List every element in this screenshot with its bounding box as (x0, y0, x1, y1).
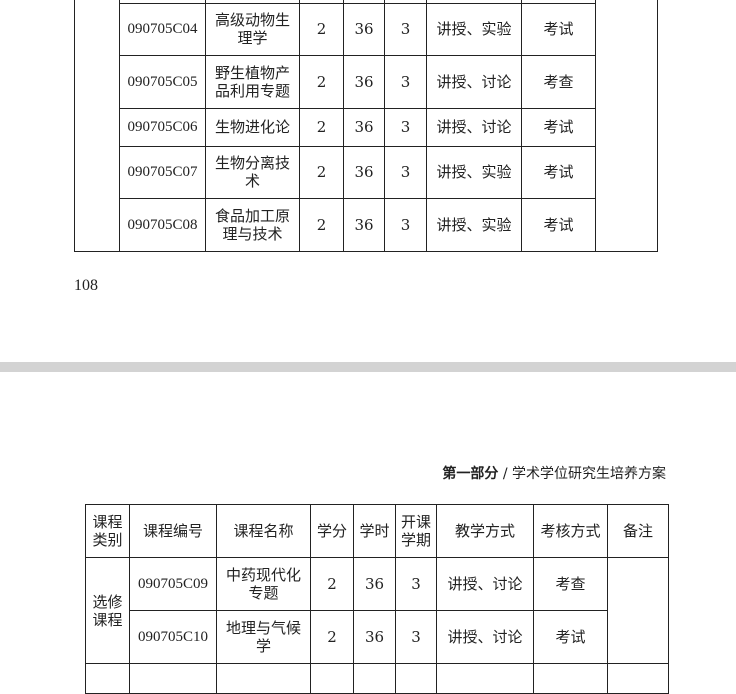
table-row: 选修课程 090705C09 中药现代化专题 2 36 3 讲授、讨论 考查 (85, 557, 669, 664)
credits: 2 (299, 54, 344, 109)
hours: 36 (343, 107, 385, 147)
course-code: 090705C09 (129, 557, 217, 611)
assessment-method: 考试 (521, 197, 596, 252)
hours: 36 (343, 145, 385, 199)
assessment-method: 考查 (533, 557, 608, 611)
course-table: 课程类别 课程编号 课程名称 学分 学时 开课学期 教学方式 考核方式 备注 选… (85, 504, 669, 694)
header-hours: 学时 (353, 504, 396, 558)
table-row: 090705C08 食品加工原理与技术 2 36 3 讲授、实验 考试 (75, 197, 658, 252)
header-teaching: 教学方式 (436, 504, 534, 558)
course-code: 090705C04 (119, 2, 206, 56)
teaching-method: 讲授、讨论 (436, 557, 534, 611)
credits: 2 (310, 557, 354, 611)
assessment-method: 考试 (521, 107, 596, 147)
teaching-method: 讲授、讨论 (426, 54, 522, 109)
assessment-method: 考试 (521, 2, 596, 56)
page-number: 108 (74, 277, 98, 294)
course-code: 090705C08 (119, 197, 206, 252)
category-cell (74, 0, 120, 252)
running-header: 第一部分 / 学术学位研究生培养方案 (442, 463, 666, 483)
page-divider (0, 362, 736, 372)
table-row: 090705C04 高级动物生理学 2 36 3 讲授、实验 考试 (75, 2, 658, 56)
course-code: 090705C10 (129, 610, 217, 664)
assessment-method: 考试 (533, 610, 608, 664)
course-name: 高级动物生理学 (205, 2, 300, 56)
teaching-method: 讲授、实验 (426, 145, 522, 199)
credits: 2 (299, 2, 344, 56)
running-header-part: 第一部分 (442, 466, 499, 482)
course-code: 090705C07 (119, 145, 206, 199)
course-table-continued: 090705C04 高级动物生理学 2 36 3 讲授、实验 考试 090705… (74, 0, 658, 252)
semester: 3 (395, 557, 437, 611)
header-notes: 备注 (607, 504, 669, 558)
category-cell: 选修课程 (85, 557, 130, 664)
header-assessment: 考核方式 (533, 504, 608, 558)
course-name: 中药现代化专题 (216, 557, 311, 611)
header-category: 课程类别 (85, 504, 130, 558)
course-code: 090705C06 (119, 107, 206, 147)
header-name: 课程名称 (216, 504, 311, 558)
credits: 2 (299, 145, 344, 199)
credits: 2 (299, 197, 344, 252)
semester: 3 (384, 197, 427, 252)
table-row-partial (85, 663, 669, 694)
table-row: 090705C06 生物进化论 2 36 3 讲授、讨论 考试 (75, 107, 658, 147)
course-code: 090705C05 (119, 54, 206, 109)
teaching-method: 讲授、讨论 (436, 610, 534, 664)
running-header-title: / 学术学位研究生培养方案 (498, 466, 666, 482)
course-name: 地理与气候学 (216, 610, 311, 664)
credits: 2 (310, 610, 354, 664)
hours: 36 (353, 557, 396, 611)
credits: 2 (299, 107, 344, 147)
notes-cell (607, 557, 669, 664)
notes-cell (595, 0, 658, 252)
teaching-method: 讲授、讨论 (426, 107, 522, 147)
header-semester: 开课学期 (395, 504, 437, 558)
hours: 36 (343, 197, 385, 252)
semester: 3 (384, 145, 427, 199)
course-name: 生物分离技术 (205, 145, 300, 199)
course-name: 生物进化论 (205, 107, 300, 147)
table-row: 090705C07 生物分离技术 2 36 3 讲授、实验 考试 (75, 145, 658, 199)
table-row: 090705C10 地理与气候学 2 36 3 讲授、讨论 考试 (86, 610, 669, 664)
assessment-method: 考试 (521, 145, 596, 199)
header-code: 课程编号 (129, 504, 217, 558)
semester: 3 (384, 107, 427, 147)
course-name: 野生植物产品利用专题 (205, 54, 300, 109)
hours: 36 (343, 2, 385, 56)
header-credits: 学分 (310, 504, 354, 558)
table-header-row: 课程类别 课程编号 课程名称 学分 学时 开课学期 教学方式 考核方式 备注 (85, 504, 669, 558)
semester: 3 (384, 2, 427, 56)
assessment-method: 考查 (521, 54, 596, 109)
course-name: 食品加工原理与技术 (205, 197, 300, 252)
teaching-method: 讲授、实验 (426, 197, 522, 252)
hours: 36 (343, 54, 385, 109)
table-row: 090705C05 野生植物产品利用专题 2 36 3 讲授、讨论 考查 (75, 54, 658, 109)
semester: 3 (395, 610, 437, 664)
semester: 3 (384, 54, 427, 109)
teaching-method: 讲授、实验 (426, 2, 522, 56)
hours: 36 (353, 610, 396, 664)
